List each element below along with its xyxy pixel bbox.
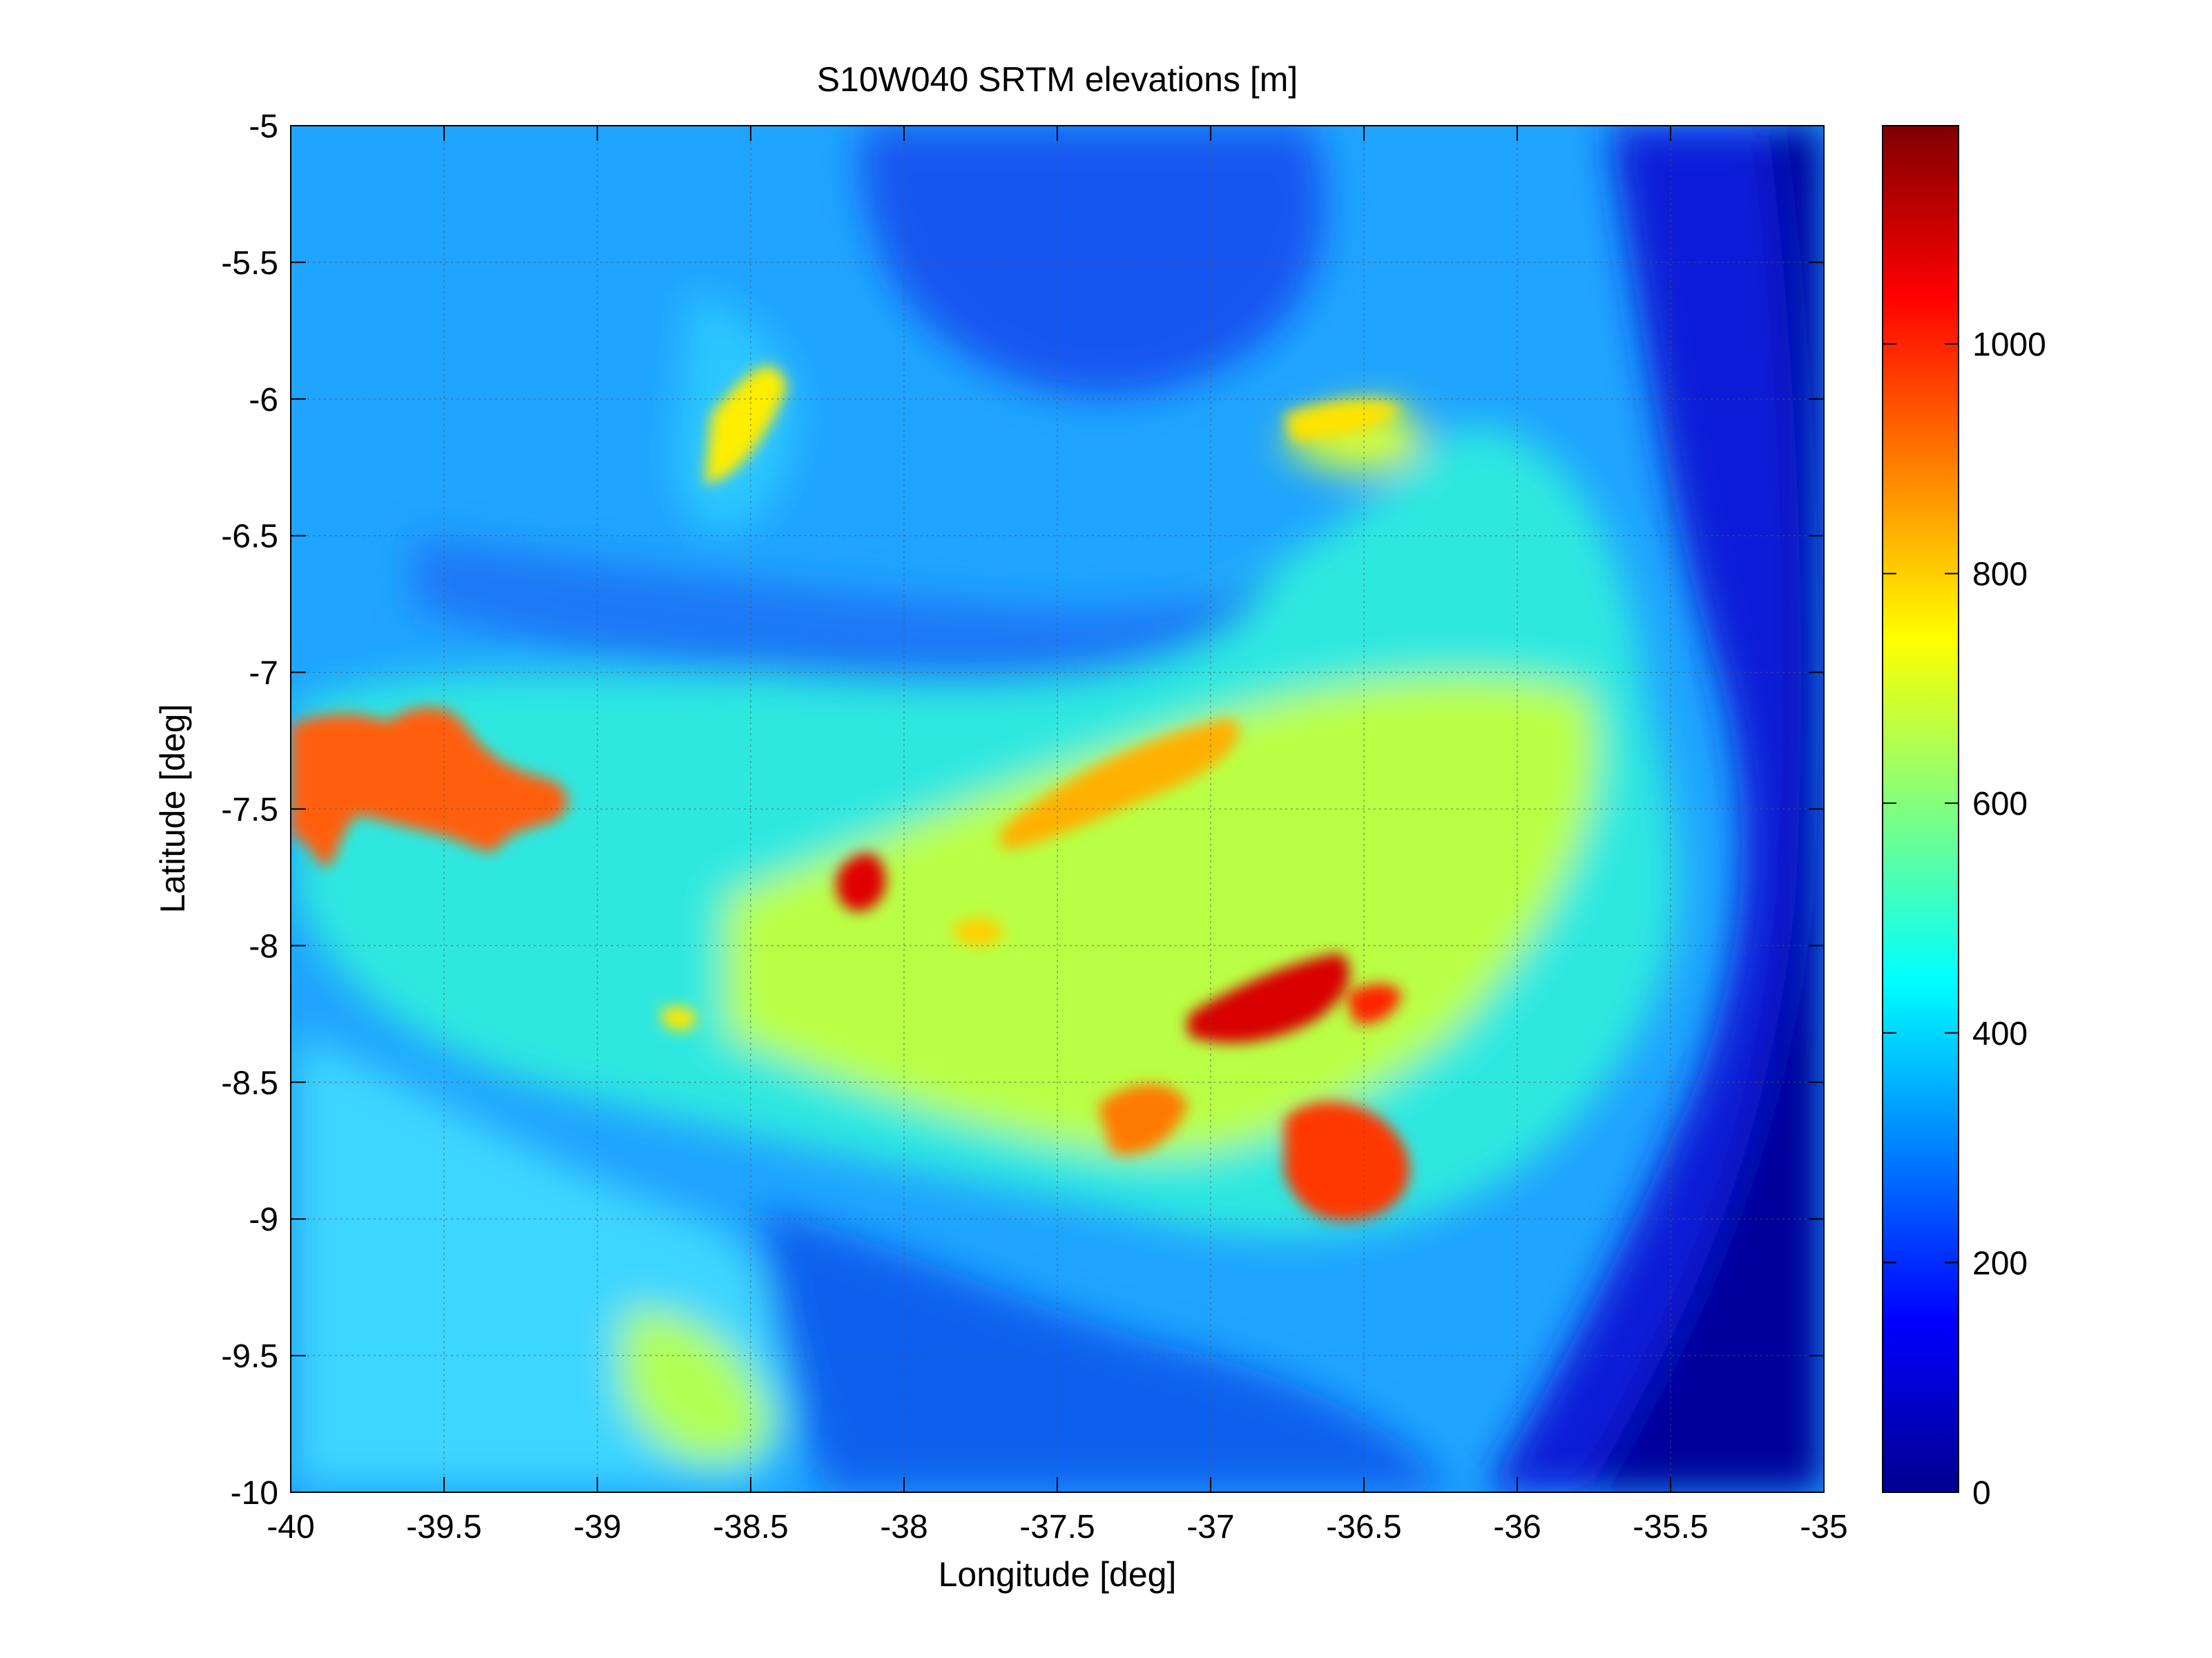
- x-tick-label: -36.5: [1326, 1509, 1401, 1545]
- highland-mid-yellow-2: [953, 918, 1003, 947]
- x-tick-label: -39.5: [406, 1509, 481, 1545]
- highland-central-peak: [836, 853, 886, 912]
- highland-east-central: [1188, 953, 1350, 1043]
- colorbar-tick-label: 1000: [1972, 327, 2046, 363]
- terrain-far-east-coast: [1588, 126, 1824, 1492]
- y-tick-label: -7.5: [221, 792, 278, 829]
- chart-title: S10W040 SRTM elevations [m]: [817, 60, 1298, 99]
- terrain-central-valley: [414, 539, 1278, 685]
- x-tick-label: -38: [880, 1509, 927, 1545]
- y-axis-label: Latitude [deg]: [153, 704, 192, 913]
- x-tick-label: -36: [1493, 1509, 1541, 1545]
- highland-layer: [291, 366, 1410, 1221]
- colorbar-ticks: 0 200 400 600 800 1000: [1883, 327, 2046, 1512]
- highland-south-peak: [1285, 1101, 1410, 1221]
- terrain-east-lowland: [1485, 126, 1824, 1492]
- western-plateau: [291, 707, 568, 866]
- x-tick-label: -37: [1186, 1509, 1234, 1545]
- y-tick-label: -5: [249, 108, 278, 145]
- x-tick-label: -37.5: [1019, 1509, 1095, 1545]
- colorbar: 0 200 400 600 800 1000: [1882, 125, 2046, 1512]
- highland-central-ridge: [1001, 718, 1240, 849]
- y-axis: -5 -5.5 -6 -6.5 -7 -7.5 -8 -8.5 -9 -9.5 -10: [221, 108, 1824, 1512]
- terrain-northeast-yellow: [1278, 405, 1423, 473]
- x-tick-label: -35: [1800, 1509, 1847, 1545]
- colorbar-tick-label: 400: [1972, 1016, 2028, 1052]
- x-tick-label: -38.5: [713, 1509, 788, 1545]
- x-tick-label: -39: [573, 1509, 621, 1545]
- x-axis: -40 -39.5 -39 -38.5 -38 -37.5 -37 -36.5 -36 -35.5…: [267, 126, 1848, 1545]
- x-axis-label: Longitude [deg]: [939, 1555, 1177, 1594]
- y-tick-label: -8: [249, 928, 278, 965]
- highland-north-yellow: [704, 366, 787, 483]
- y-tick-label: -5.5: [221, 245, 278, 282]
- y-tick-label: -7: [249, 655, 278, 692]
- terrain-south-yellow: [622, 1309, 773, 1463]
- y-tick-label: -9: [249, 1202, 278, 1238]
- colorbar-tick-label: 800: [1972, 557, 2028, 593]
- colorbar-tick-label: 200: [1972, 1245, 2028, 1282]
- y-tick-label: -8.5: [221, 1065, 278, 1101]
- colorbar-tick-label: 0: [1972, 1475, 1991, 1512]
- y-tick-label: -6.5: [221, 519, 278, 555]
- terrain-north-valley: [860, 126, 1325, 396]
- terrain-layer: [297, 126, 1824, 1492]
- highland-northeast-yellow: [1285, 400, 1402, 442]
- colorbar-tick-label: 600: [1972, 786, 2028, 822]
- terrain-yellow-belt: [725, 675, 1598, 1156]
- highland-south-west: [1098, 1084, 1188, 1155]
- y-tick-label: -9.5: [221, 1338, 278, 1375]
- highland-mid-yellow-1: [661, 1006, 696, 1031]
- y-tick-label: -10: [231, 1475, 278, 1512]
- x-tick-label: -40: [267, 1509, 314, 1545]
- x-tick-label: -35.5: [1633, 1509, 1708, 1545]
- highland-east-central-b: [1347, 984, 1402, 1024]
- colorbar-gradient: [1882, 125, 1959, 1493]
- terrain-south-valley: [760, 1208, 1450, 1492]
- y-tick-label: -6: [249, 382, 278, 418]
